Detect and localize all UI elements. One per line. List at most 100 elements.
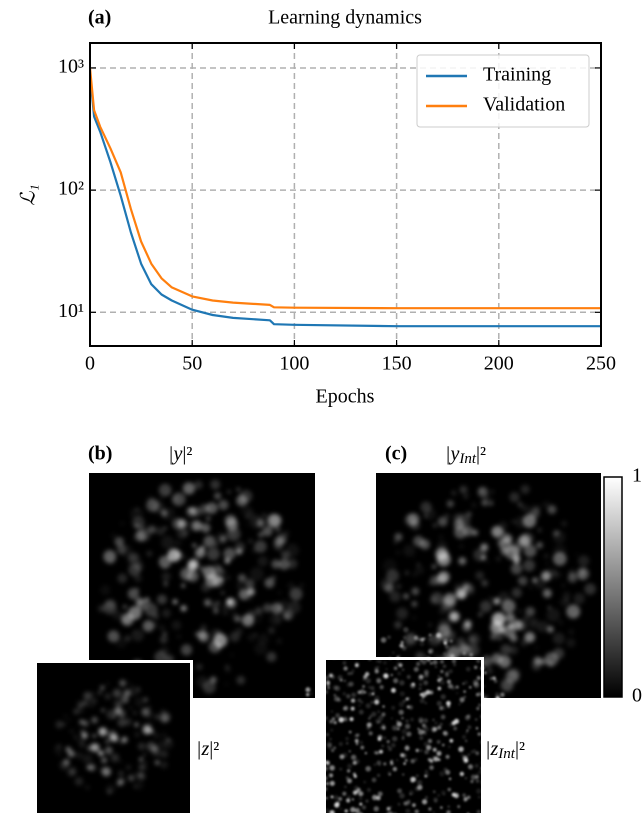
speckle bbox=[303, 706, 309, 711]
x-tick-label: 100 bbox=[279, 353, 309, 375]
speckle bbox=[467, 725, 472, 730]
speckle bbox=[490, 620, 504, 635]
speckle bbox=[417, 727, 420, 730]
speckle bbox=[401, 646, 407, 651]
speckle bbox=[331, 748, 335, 753]
speckle bbox=[224, 577, 228, 581]
speckle bbox=[412, 571, 418, 578]
speckle bbox=[323, 786, 328, 792]
speckle bbox=[430, 662, 433, 665]
legend-label: Validation bbox=[483, 94, 565, 116]
speckle bbox=[151, 745, 159, 753]
speckle bbox=[442, 652, 447, 656]
speckle bbox=[226, 527, 241, 542]
speckle bbox=[196, 663, 203, 670]
speckle bbox=[449, 639, 453, 643]
speckle bbox=[423, 680, 429, 686]
speckle bbox=[433, 523, 437, 527]
speckle bbox=[362, 649, 365, 652]
speckle bbox=[117, 718, 127, 727]
speckle bbox=[320, 776, 324, 780]
speckle bbox=[67, 750, 75, 758]
speckle bbox=[72, 733, 78, 739]
speckle bbox=[215, 532, 228, 545]
speckle bbox=[578, 555, 590, 567]
speckle bbox=[559, 597, 570, 607]
speckle bbox=[499, 705, 506, 712]
speckle bbox=[245, 515, 249, 519]
speckle bbox=[424, 769, 429, 774]
speckle bbox=[193, 480, 203, 490]
speckle bbox=[388, 747, 393, 752]
speckle bbox=[208, 640, 222, 653]
speckle bbox=[262, 526, 273, 537]
speckle bbox=[144, 761, 147, 764]
speckle bbox=[434, 665, 437, 668]
speckle bbox=[484, 788, 490, 794]
speckle bbox=[492, 676, 496, 680]
speckle bbox=[125, 764, 132, 771]
speckle bbox=[313, 751, 318, 757]
speckle bbox=[446, 500, 454, 508]
speckle bbox=[387, 635, 391, 640]
speckle bbox=[395, 550, 401, 555]
speckle bbox=[542, 588, 552, 598]
speckle-pattern bbox=[294, 626, 513, 813]
image-label: |y|² bbox=[168, 443, 192, 465]
speckle bbox=[295, 728, 300, 734]
speckle bbox=[368, 717, 371, 720]
speckle bbox=[320, 749, 324, 752]
speckle bbox=[460, 645, 475, 659]
speckle bbox=[484, 798, 489, 803]
speckle bbox=[133, 771, 141, 779]
speckle bbox=[195, 547, 206, 558]
speckle bbox=[180, 644, 193, 656]
speckle bbox=[402, 773, 405, 776]
speckle bbox=[229, 631, 240, 643]
speckle bbox=[303, 759, 307, 763]
speckle bbox=[391, 705, 396, 710]
speckle bbox=[332, 655, 336, 659]
speckle bbox=[447, 683, 453, 689]
speckle bbox=[177, 635, 181, 638]
speckle bbox=[467, 753, 471, 757]
speckle bbox=[366, 645, 370, 650]
speckle bbox=[467, 633, 481, 646]
speckle bbox=[389, 591, 401, 603]
speckle bbox=[355, 640, 361, 646]
speckle bbox=[351, 798, 354, 801]
image-label: |z|² bbox=[196, 738, 219, 760]
speckle bbox=[401, 716, 404, 720]
speckle bbox=[393, 678, 399, 684]
speckle bbox=[464, 776, 468, 780]
speckle bbox=[380, 637, 387, 643]
speckle bbox=[386, 806, 391, 811]
speckle bbox=[472, 749, 477, 754]
speckle bbox=[546, 625, 554, 633]
speckle bbox=[365, 799, 369, 803]
speckle bbox=[304, 701, 310, 707]
speckle bbox=[377, 791, 383, 797]
speckle bbox=[393, 666, 398, 671]
speckle bbox=[136, 688, 141, 693]
speckle bbox=[500, 644, 511, 655]
speckle bbox=[318, 669, 324, 675]
speckle bbox=[236, 582, 244, 590]
speckle bbox=[354, 807, 361, 813]
speckle bbox=[306, 750, 313, 757]
y-axis-label: ℒ₁ bbox=[18, 184, 40, 205]
speckle bbox=[163, 526, 167, 530]
speckle bbox=[134, 530, 146, 542]
speckle bbox=[244, 578, 254, 589]
speckle-pattern bbox=[53, 679, 174, 795]
speckle bbox=[480, 761, 484, 765]
speckle bbox=[389, 805, 393, 809]
speckle bbox=[378, 720, 382, 724]
speckle bbox=[121, 736, 128, 743]
speckle bbox=[263, 603, 272, 613]
speckle bbox=[406, 705, 410, 709]
speckle bbox=[405, 633, 417, 645]
speckle bbox=[439, 706, 444, 711]
speckle bbox=[416, 780, 423, 786]
